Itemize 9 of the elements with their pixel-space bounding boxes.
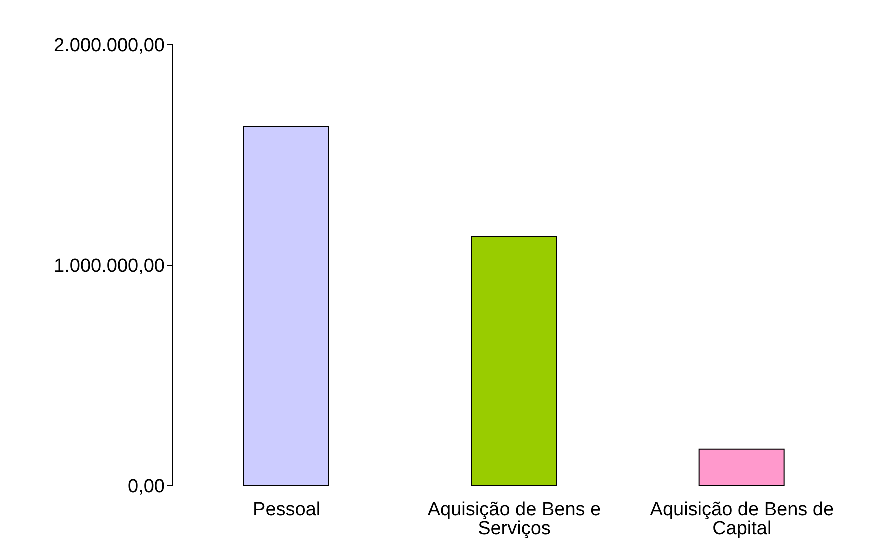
y-tick-label: 2.000.000,00 [54,36,165,57]
x-tick-label: Pessoal [253,499,321,520]
bar [471,236,558,486]
y-tick-label: 1.000.000,00 [54,256,165,278]
bar [244,126,330,486]
bar [698,448,785,486]
x-tick-label: Aquisição de Bens e Serviços [428,499,602,540]
x-tick-label: Aquisição de Bens de Capital [650,499,834,540]
y-tick-label: 0,00 [128,476,165,498]
